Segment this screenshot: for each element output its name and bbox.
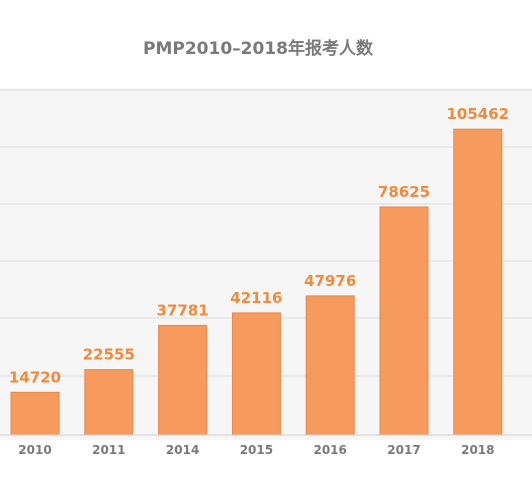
x-tick-2010: 2010 <box>18 443 51 457</box>
value-label-2017: 78625 <box>378 183 430 201</box>
value-label-2018: 105462 <box>446 105 509 123</box>
x-tick-2018: 2018 <box>461 443 494 457</box>
value-label-2016: 47976 <box>304 272 356 290</box>
x-tick-2016: 2016 <box>313 443 346 457</box>
x-tick-2014: 2014 <box>166 443 199 457</box>
value-label-2014: 37781 <box>157 301 209 319</box>
chart-title: PMP2010–2018年报考人数 <box>143 38 374 59</box>
x-tick-labels: 2010 2011 2014 2015 2016 2017 2018 <box>18 443 494 457</box>
value-labels: 14720 22555 37781 42116 47976 78625 105462 <box>9 105 509 386</box>
bar-2011 <box>84 369 134 436</box>
x-tick-2017: 2017 <box>387 443 420 457</box>
bar-2015 <box>231 312 281 436</box>
bars <box>10 128 503 436</box>
bar-2018 <box>453 128 503 436</box>
bar-2010 <box>10 391 60 436</box>
value-label-2011: 22555 <box>83 346 135 364</box>
bar-2016 <box>305 295 355 436</box>
bar-2017 <box>379 206 429 436</box>
value-label-2010: 14720 <box>9 368 61 386</box>
value-label-2015: 42116 <box>230 289 282 307</box>
x-tick-2011: 2011 <box>92 443 125 457</box>
x-tick-2015: 2015 <box>240 443 273 457</box>
bar-2014 <box>158 324 208 436</box>
